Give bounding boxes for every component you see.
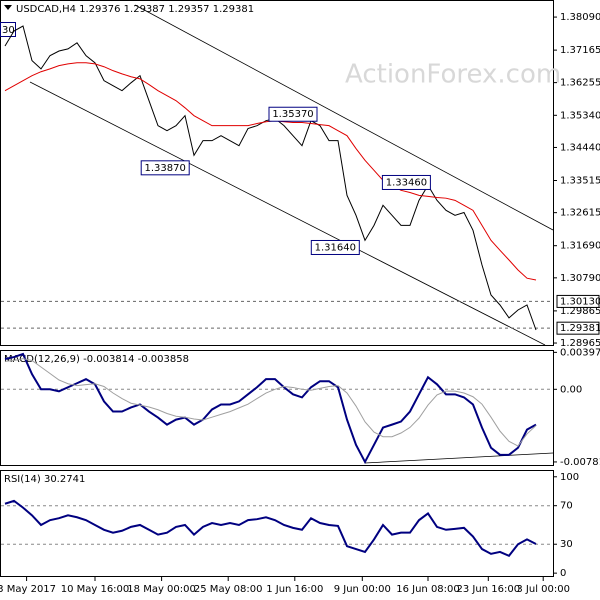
x-tick-label: 10 May 16:00: [61, 584, 130, 595]
x-tick-label: 3 May 2017: [0, 584, 56, 595]
y-tick-label: 0.00: [560, 384, 582, 395]
x-tick-label: 18 May 00:00: [127, 584, 196, 595]
series-line: [4, 358, 537, 447]
panel-title: MACD(12,26,9) -0.003814 -0.003858: [4, 354, 189, 365]
annotation-box: [381, 174, 431, 190]
rsi-panel: [0, 470, 554, 577]
macd-trendline: [364, 452, 554, 464]
price-panel: [0, 0, 554, 346]
chart-header: USDCAD,H4 1.29376 1.29387 1.29357 1.2938…: [16, 4, 254, 15]
y-tick-label: 1.31690: [560, 241, 600, 252]
annotation-label: 1.31640: [315, 242, 356, 253]
channel-upper: [134, 4, 554, 231]
y-tick-label: 30: [560, 539, 573, 550]
annotation-box: [268, 106, 318, 122]
menu-arrow: [4, 5, 12, 10]
price-label-box: [556, 294, 600, 308]
y-tick-label: 1.36255: [560, 78, 600, 89]
x-tick-label: 25 May 08:00: [194, 584, 263, 595]
x-tick-label: 16 Jun 08:00: [396, 584, 460, 595]
series-line: [4, 352, 537, 465]
annotation-label: 1.33870: [145, 163, 186, 174]
y-tick-label: 1.32615: [560, 208, 600, 219]
y-tick-label: 1.38090: [560, 12, 600, 23]
y-tick-label: 1.30790: [560, 273, 600, 284]
x-tick-label: 9 Jun 00:00: [334, 584, 391, 595]
y-tick-label: -0.007813: [560, 457, 600, 468]
y-tick-label: 0.003974: [560, 347, 600, 358]
x-tick-label: 1 Jun 16:00: [266, 584, 323, 595]
annotation-label: 1.35370: [272, 109, 313, 120]
corner-label: 30: [2, 25, 15, 36]
panel-title: RSI(14) 30.2741: [4, 474, 85, 485]
y-tick-label: 1.28965: [560, 338, 600, 349]
series-line: [4, 62, 537, 281]
price-label: 1.30130: [560, 296, 600, 307]
macd-panel: [0, 350, 554, 466]
watermark: ActionForex.com: [345, 60, 561, 90]
annotation-box: [140, 160, 190, 176]
y-tick-label: 1.33515: [560, 176, 600, 187]
y-tick-label: 1.35340: [560, 110, 600, 121]
y-tick-label: 1.37165: [560, 45, 600, 56]
x-tick-label: 23 Jun 16:00: [457, 584, 521, 595]
corner-box: [0, 22, 16, 37]
y-tick-label: 1.34440: [560, 142, 600, 153]
price-label-box: [556, 321, 600, 335]
y-tick-label: 70: [560, 501, 573, 512]
x-tick-label: 3 Jul 00:00: [516, 584, 570, 595]
series-line: [4, 499, 537, 558]
y-tick-label: 100: [560, 472, 579, 483]
y-tick-label: 0: [560, 568, 566, 579]
annotation-label: 1.33460: [386, 177, 427, 188]
annotation-box: [310, 239, 360, 255]
y-tick-label: 1.29865: [560, 306, 600, 317]
price-label: 1.29381: [560, 323, 600, 334]
